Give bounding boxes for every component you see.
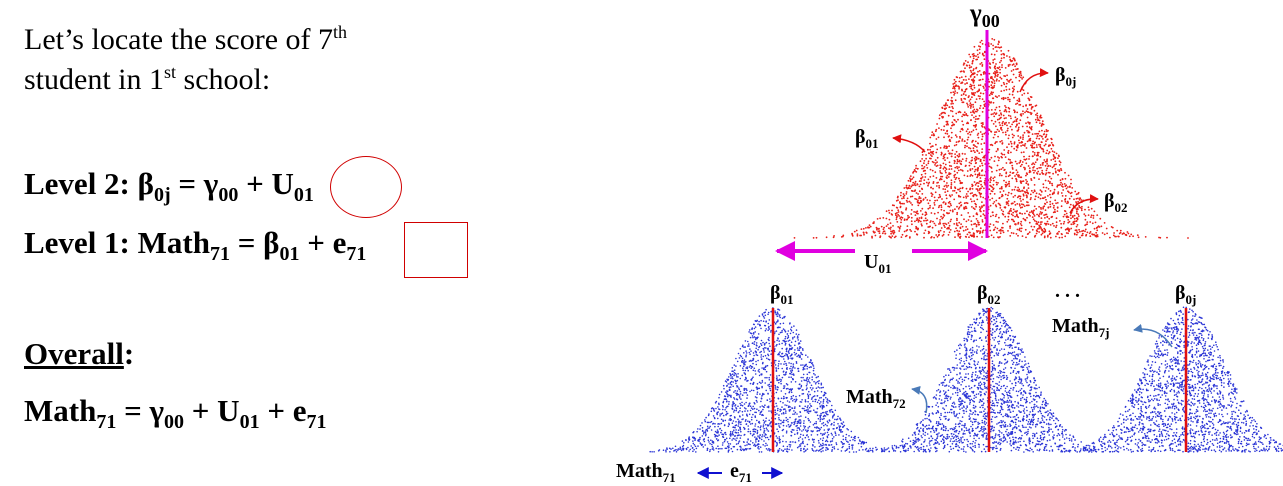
beta02-bottom-sub: 02 [988,292,1001,307]
math7j-sub: 7j [1099,325,1110,340]
math72-label: Math72 [846,386,906,412]
beta01-bottom-label: β01 [770,282,794,308]
beta02-bottom-label: β02 [977,282,1001,308]
ellipsis: . . . [1055,280,1080,303]
beta02-top-sub: 02 [1115,200,1128,215]
u01-label-sub: 01 [878,261,891,276]
level2-distribution-dots [794,38,1189,239]
beta0j-top-label: β0j [1055,64,1076,90]
beta02-top-base: β [1104,190,1115,212]
e71-label: e71 [730,460,752,486]
beta02-top-label: β02 [1104,190,1128,216]
beta0j-top-base: β [1055,64,1066,86]
beta0j-bottom-base: β [1175,282,1186,304]
e71-base: e [730,460,739,482]
math7j-base: Math [1052,315,1099,337]
beta01-bottom-sub: 01 [781,292,794,307]
math71-sub: 71 [663,470,676,485]
beta01-bottom-base: β [770,282,781,304]
math7j-label: Math7j [1052,315,1110,341]
math72-sub: 72 [893,396,906,411]
beta0j-bottom-label: β0j [1175,282,1196,308]
e71-sub: 71 [739,470,752,485]
math71-label: Math71 [616,460,676,486]
beta0j-callout-arrow [1020,73,1048,92]
math72-callout-arrow [912,389,927,413]
beta01-top-sub: 01 [866,136,879,151]
school1-distribution-dots [649,307,926,453]
gamma00-label-base: γ [970,0,982,27]
u01-label-base: U [864,251,878,273]
gamma00-label: γ00 [970,0,1000,32]
beta02-bottom-base: β [977,282,988,304]
math71-base: Math [616,460,663,482]
beta01-callout-arrow [893,138,925,152]
beta0j-top-sub: 0j [1066,74,1077,89]
u01-label: U01 [864,251,891,277]
beta01-top-label: β01 [855,126,879,152]
beta01-top-base: β [855,126,866,148]
math72-base: Math [846,386,893,408]
gamma00-label-sub: 00 [982,11,1000,31]
beta0j-bottom-sub: 0j [1186,292,1197,307]
